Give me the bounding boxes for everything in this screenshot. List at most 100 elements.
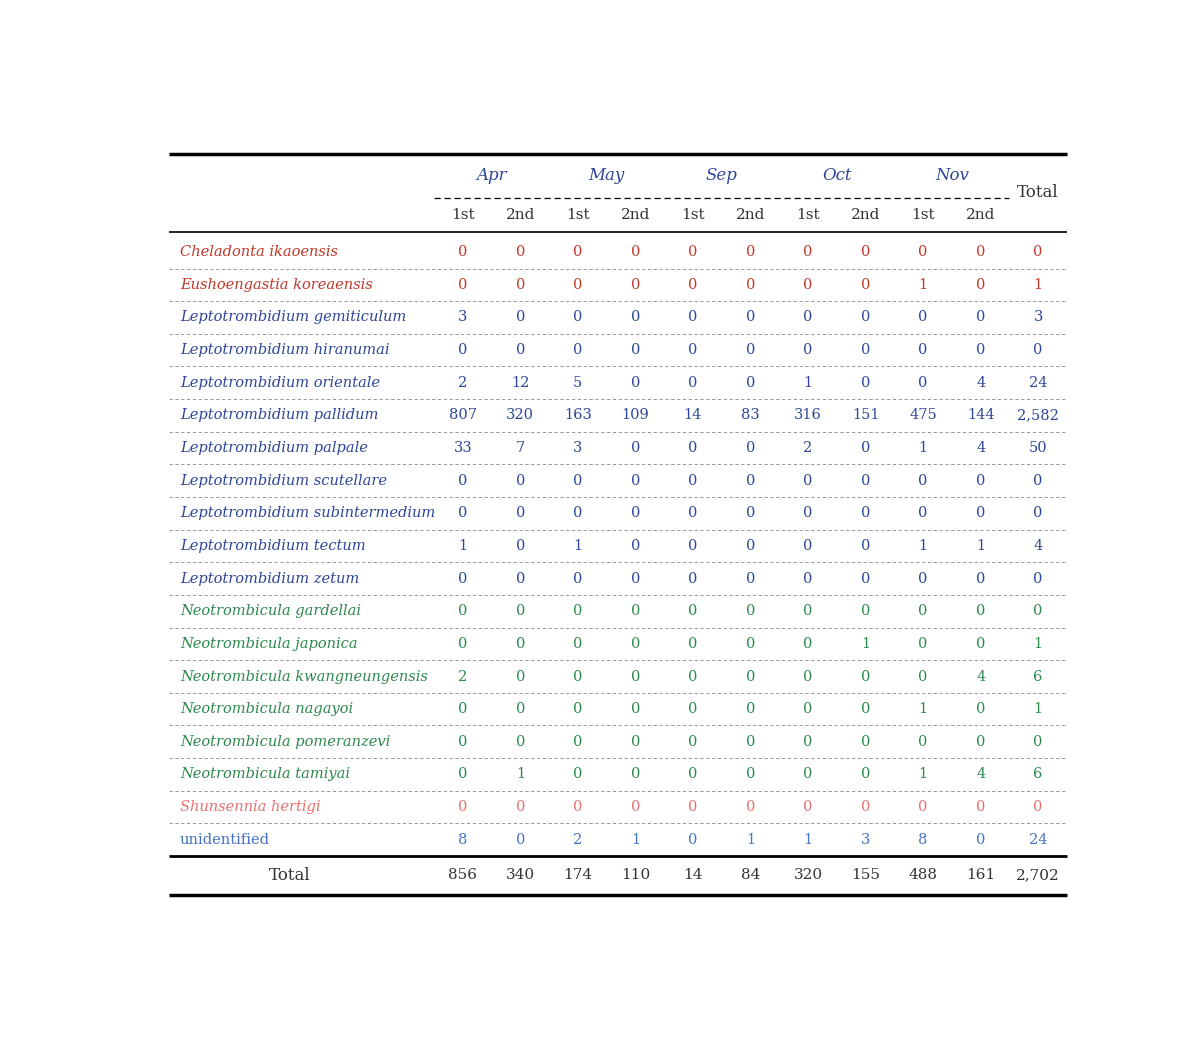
Text: 8: 8 <box>458 833 467 846</box>
Text: 0: 0 <box>746 474 755 487</box>
Text: 0: 0 <box>688 734 698 749</box>
Text: 0: 0 <box>573 702 582 717</box>
Text: Leptotrombidium palpale: Leptotrombidium palpale <box>180 441 368 455</box>
Text: 0: 0 <box>458 800 467 814</box>
Text: 0: 0 <box>631 441 640 455</box>
Text: 33: 33 <box>454 441 472 455</box>
Text: 3: 3 <box>458 311 467 324</box>
Text: 0: 0 <box>458 474 467 487</box>
Text: 0: 0 <box>861 311 871 324</box>
Text: 856: 856 <box>448 868 477 883</box>
Text: 0: 0 <box>515 800 525 814</box>
Text: 2: 2 <box>573 833 582 846</box>
Text: Neotrombicula nagayoi: Neotrombicula nagayoi <box>180 702 353 717</box>
Text: 0: 0 <box>688 376 698 390</box>
Text: 5: 5 <box>573 376 582 390</box>
Text: 0: 0 <box>515 702 525 717</box>
Text: 0: 0 <box>746 637 755 651</box>
Text: 1: 1 <box>919 278 927 292</box>
Text: 0: 0 <box>746 571 755 586</box>
Text: 0: 0 <box>458 702 467 717</box>
Text: 0: 0 <box>803 245 813 259</box>
Text: 1: 1 <box>803 833 813 846</box>
Text: Sep: Sep <box>706 167 737 184</box>
Text: unidentified: unidentified <box>180 833 270 846</box>
Text: 1: 1 <box>1034 637 1042 651</box>
Text: 0: 0 <box>803 637 813 651</box>
Text: 0: 0 <box>746 768 755 781</box>
Text: 0: 0 <box>515 571 525 586</box>
Text: 0: 0 <box>803 734 813 749</box>
Text: 0: 0 <box>919 605 928 618</box>
Text: 3: 3 <box>1034 311 1042 324</box>
Text: 4: 4 <box>976 768 985 781</box>
Text: 0: 0 <box>515 605 525 618</box>
Text: 0: 0 <box>688 833 698 846</box>
Text: 0: 0 <box>515 343 525 357</box>
Text: 110: 110 <box>621 868 650 883</box>
Text: 0: 0 <box>861 571 871 586</box>
Text: 0: 0 <box>573 669 582 683</box>
Text: 2nd: 2nd <box>966 208 996 222</box>
Text: 0: 0 <box>688 311 698 324</box>
Text: 1st: 1st <box>450 208 474 222</box>
Text: Leptotrombidium tectum: Leptotrombidium tectum <box>180 539 365 553</box>
Text: Leptotrombidium scutellare: Leptotrombidium scutellare <box>180 474 387 487</box>
Text: 0: 0 <box>861 800 871 814</box>
Text: 0: 0 <box>631 605 640 618</box>
Text: 0: 0 <box>861 734 871 749</box>
Text: May: May <box>588 167 625 184</box>
Text: 0: 0 <box>1034 506 1042 520</box>
Text: 0: 0 <box>976 734 985 749</box>
Text: 0: 0 <box>803 278 813 292</box>
Text: 1: 1 <box>1034 278 1042 292</box>
Text: 0: 0 <box>861 245 871 259</box>
Text: 0: 0 <box>688 539 698 553</box>
Text: 0: 0 <box>803 702 813 717</box>
Text: 0: 0 <box>631 637 640 651</box>
Text: 0: 0 <box>919 343 928 357</box>
Text: Neotrombicula tamiyai: Neotrombicula tamiyai <box>180 768 349 781</box>
Text: 320: 320 <box>794 868 823 883</box>
Text: 109: 109 <box>622 408 650 423</box>
Text: 320: 320 <box>507 408 534 423</box>
Text: 1: 1 <box>919 441 927 455</box>
Text: 0: 0 <box>688 474 698 487</box>
Text: 0: 0 <box>919 800 928 814</box>
Text: 1: 1 <box>919 539 927 553</box>
Text: 0: 0 <box>746 669 755 683</box>
Text: 0: 0 <box>1034 474 1042 487</box>
Text: 0: 0 <box>919 669 928 683</box>
Text: Leptotrombidium pallidum: Leptotrombidium pallidum <box>180 408 378 423</box>
Text: 1: 1 <box>861 637 870 651</box>
Text: 0: 0 <box>803 539 813 553</box>
Text: 1st: 1st <box>566 208 590 222</box>
Text: 0: 0 <box>1034 245 1042 259</box>
Text: 0: 0 <box>515 311 525 324</box>
Text: 0: 0 <box>746 343 755 357</box>
Text: Eushoengastia koreaensis: Eushoengastia koreaensis <box>180 278 372 292</box>
Text: 0: 0 <box>803 343 813 357</box>
Text: 2,702: 2,702 <box>1016 868 1060 883</box>
Text: 83: 83 <box>741 408 760 423</box>
Text: Leptotrombidium gemiticulum: Leptotrombidium gemiticulum <box>180 311 406 324</box>
Text: 0: 0 <box>515 833 525 846</box>
Text: 0: 0 <box>631 669 640 683</box>
Text: 0: 0 <box>688 343 698 357</box>
Text: 0: 0 <box>803 474 813 487</box>
Text: 1: 1 <box>746 833 755 846</box>
Text: 0: 0 <box>976 278 985 292</box>
Text: 0: 0 <box>746 278 755 292</box>
Text: 151: 151 <box>852 408 879 423</box>
Text: 155: 155 <box>852 868 880 883</box>
Text: 0: 0 <box>746 605 755 618</box>
Text: 163: 163 <box>564 408 592 423</box>
Text: 0: 0 <box>631 376 640 390</box>
Text: 0: 0 <box>631 245 640 259</box>
Text: 0: 0 <box>631 278 640 292</box>
Text: Neotrombicula kwangneungensis: Neotrombicula kwangneungensis <box>180 669 428 683</box>
Text: 0: 0 <box>631 768 640 781</box>
Text: 24: 24 <box>1029 376 1047 390</box>
Text: 0: 0 <box>861 278 871 292</box>
Text: 0: 0 <box>458 278 467 292</box>
